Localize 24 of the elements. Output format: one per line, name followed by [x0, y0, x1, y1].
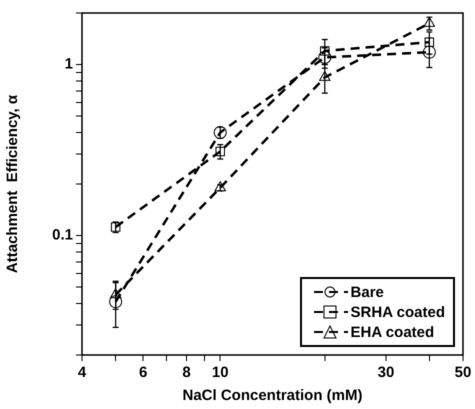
point [214, 126, 227, 140]
point [110, 288, 122, 298]
point [424, 16, 436, 27]
x-tick-label: 10 [212, 364, 229, 382]
x-tick-label: 6 [138, 364, 148, 382]
point [318, 50, 332, 64]
y-tick-label: 1 [64, 56, 73, 73]
point [424, 37, 434, 47]
point [214, 181, 226, 192]
legend-label: SRHA coated [350, 304, 445, 320]
x-tick-label: 50 [454, 364, 472, 382]
point [422, 46, 436, 59]
point [215, 146, 225, 156]
point [319, 70, 330, 81]
x-axis-title: NaCl Concentration (mM) [182, 387, 363, 404]
legend-label: EHA coated [350, 324, 434, 340]
x-tick-label: 8 [182, 364, 191, 382]
y-axis-title: Attachment Efficiency, α [4, 94, 22, 274]
legend-label: Bare [350, 284, 384, 300]
x-tick-label: 4 [78, 364, 87, 382]
y-tick-label: 0.1 [52, 226, 73, 244]
x-tick-label: 30 [378, 364, 394, 382]
point [109, 295, 122, 308]
point [320, 46, 330, 56]
